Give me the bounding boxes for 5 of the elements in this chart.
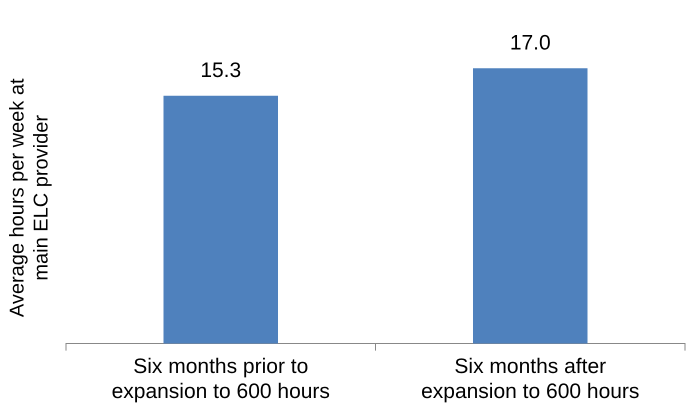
x-tick-label: Six months after expansion to 600 hours — [421, 354, 640, 404]
y-axis-title: Average hours per week at main ELC provider — [6, 78, 53, 318]
data-label: 15.3 — [200, 59, 242, 82]
data-label: 17.0 — [510, 31, 551, 54]
x-tick-label: Six months prior to expansion to 600 hours — [112, 354, 330, 404]
